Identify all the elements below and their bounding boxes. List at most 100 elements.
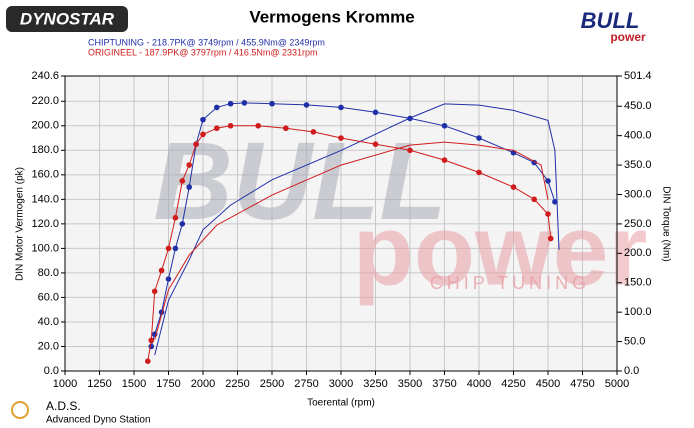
y2-tick-label: 250.0: [624, 218, 652, 230]
power-point: [372, 141, 379, 147]
watermark-power: power: [353, 194, 647, 306]
power-point: [241, 100, 248, 106]
legend-entry: CHIPTUNING - 218.7PK@ 3749rpm / 455.9Nm@…: [88, 37, 325, 47]
y-tick-label: 220.0: [31, 95, 59, 107]
y-tick-label: 240.6: [31, 70, 59, 82]
x-tick-label: 4000: [467, 378, 491, 390]
power-point: [151, 288, 158, 295]
power-point: [441, 157, 448, 163]
y-tick-label: 160.0: [31, 169, 59, 181]
power-point: [283, 125, 289, 132]
x-tick-label: 3750: [432, 378, 456, 390]
power-point: [545, 178, 551, 184]
power-point: [338, 135, 344, 141]
x-tick-label: 1000: [53, 378, 77, 390]
x-tick-label: 4500: [536, 378, 560, 390]
ads-full-text: Advanced Dyno Station: [46, 415, 151, 426]
x-tick-label: 5000: [605, 378, 629, 390]
x-tick-label: 4750: [570, 378, 594, 390]
power-point: [407, 147, 413, 154]
power-point: [476, 169, 482, 176]
x-tick-label: 2500: [260, 378, 284, 390]
x-tick-label: 2250: [225, 378, 249, 390]
power-point: [510, 184, 517, 190]
power-line: [147, 125, 552, 362]
y-tick-label: 60.0: [38, 291, 59, 303]
y2-axis-label: DIN Torque (Nm): [660, 186, 671, 261]
power-point: [186, 162, 192, 168]
y2-tick-label: 350.0: [624, 159, 652, 171]
dynostar-text: DYNOSTAR: [20, 9, 115, 28]
y2-tick-label: 501.4: [624, 70, 652, 82]
power-point: [303, 102, 310, 108]
y-tick-label: 100.0: [31, 242, 59, 254]
power-point: [148, 337, 155, 344]
x-tick-label: 1750: [156, 378, 180, 390]
power-point: [214, 125, 220, 132]
y-tick-label: 200.0: [31, 120, 59, 132]
power-point: [214, 104, 220, 111]
x-tick-label: 1500: [122, 378, 146, 390]
y2-tick-label: 200.0: [624, 247, 652, 259]
power-point: [186, 184, 192, 190]
power-point: [547, 235, 554, 242]
y-tick-label: 20.0: [38, 340, 59, 352]
power-point: [172, 245, 179, 252]
x-tick-label: 1250: [87, 378, 111, 390]
plot-border: [64, 75, 618, 372]
x-tick-label: 3250: [363, 378, 387, 390]
power-point: [179, 221, 186, 227]
y-tick-label: 120.0: [31, 218, 59, 230]
y2-tick-label: 450.0: [624, 100, 652, 112]
y-tick-label: 0.0: [44, 365, 59, 377]
power-point: [165, 245, 172, 252]
power-point: [310, 129, 317, 135]
x-tick-label: 3500: [398, 378, 422, 390]
power-point: [158, 267, 165, 274]
x-axis-label: Toerental (rpm): [307, 398, 375, 409]
power-point: [200, 116, 206, 123]
power-point: [476, 135, 482, 141]
y-tick-label: 180.0: [31, 144, 59, 156]
torque-line: [154, 141, 549, 340]
power-point: [545, 211, 551, 217]
power-point: [552, 198, 558, 205]
power-point: [165, 276, 172, 282]
y2-tick-label: 0.0: [624, 365, 639, 377]
bull-logo: BULL: [581, 8, 640, 33]
power-point: [227, 122, 234, 129]
x-tick-label: 4250: [501, 378, 525, 390]
y2-tick-label: 400.0: [624, 130, 652, 142]
power-point: [372, 109, 379, 116]
x-tick-label: 2750: [294, 378, 318, 390]
x-tick-label: 2000: [191, 378, 215, 390]
power-point: [269, 100, 275, 107]
power-point: [338, 104, 344, 111]
power-point: [255, 122, 261, 129]
chart-title: Vermogens Kromme: [249, 7, 414, 26]
power-point: [179, 178, 186, 184]
power-point: [193, 141, 199, 147]
power-point: [441, 122, 448, 129]
watermark-chip: CHIP TUNING: [430, 273, 590, 293]
legend-entry: ORIGINEEL - 187.9PK@ 3797rpm / 416.5Nm@ …: [88, 47, 318, 57]
y2-tick-label: 50.0: [624, 335, 645, 347]
y-axis-label: DIN Motor Vermogen (pk): [15, 167, 26, 281]
power-point: [531, 196, 537, 203]
y2-tick-label: 150.0: [624, 277, 652, 289]
torque-line: [154, 103, 560, 356]
y-tick-label: 140.0: [31, 193, 59, 205]
y2-tick-label: 300.0: [624, 188, 652, 200]
x-tick-label: 3000: [329, 378, 353, 390]
ads-logo: [11, 401, 29, 419]
y-tick-label: 40.0: [38, 316, 59, 328]
y2-tick-label: 100.0: [624, 306, 652, 318]
power-point: [148, 343, 155, 350]
y-tick-label: 80.0: [38, 267, 59, 279]
power-point: [227, 100, 234, 107]
power-point: [200, 131, 206, 138]
power-point: [145, 358, 151, 364]
power-point: [172, 214, 179, 221]
power-logo: power: [610, 30, 646, 44]
